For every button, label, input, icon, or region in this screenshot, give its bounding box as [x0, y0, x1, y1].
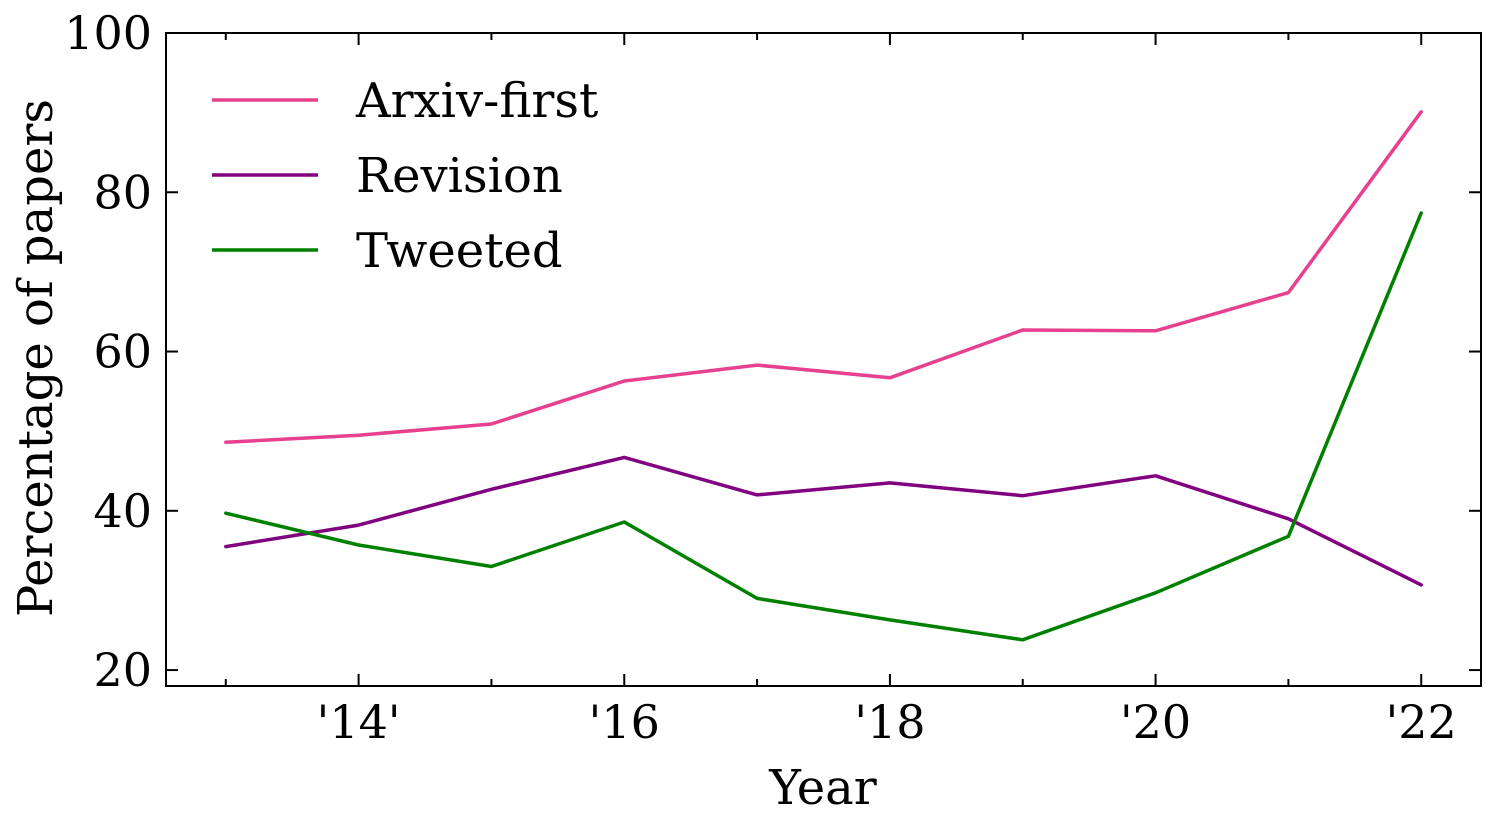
series-line-2 — [224, 211, 1423, 642]
plot-area — [224, 110, 1423, 642]
y-axis-label: Percentage of papers — [8, 99, 64, 617]
x-tick-label: '16 — [589, 695, 660, 749]
x-tick-label: '18 — [854, 695, 925, 749]
legend-label-1: Revision — [356, 148, 563, 204]
x-tick-label: '22 — [1386, 695, 1457, 749]
x-tick-label: '14' — [317, 695, 401, 749]
legend: Arxiv-first Revision Tweeted — [212, 73, 598, 279]
x-axis-label: Year — [768, 760, 877, 816]
legend-label-0: Arxiv-first — [355, 73, 598, 129]
series-line-1 — [224, 455, 1423, 587]
legend-label-2: Tweeted — [356, 223, 563, 279]
axes: '14' '16 '18 '20 '22 20 40 60 80 100 — [64, 6, 1482, 749]
y-tick-label: 100 — [64, 6, 152, 60]
plot-frame — [165, 32, 1482, 687]
y-tick-label: 20 — [93, 643, 152, 697]
x-tick-label: '20 — [1120, 695, 1191, 749]
y-tick-label: 40 — [93, 484, 152, 538]
series-line-0 — [224, 110, 1423, 445]
y-tick-label: 60 — [93, 325, 152, 379]
y-tick-label: 80 — [93, 165, 152, 219]
